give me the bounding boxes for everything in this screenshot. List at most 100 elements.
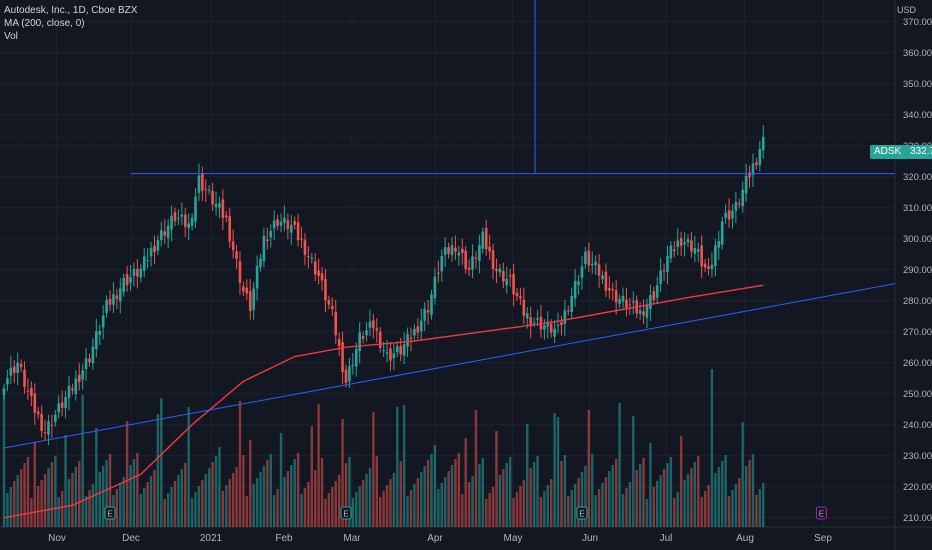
candle-body bbox=[399, 346, 403, 355]
volume-bar bbox=[406, 496, 409, 527]
ma-indicator-label[interactable]: MA (200, close, 0) bbox=[4, 18, 85, 29]
volume-bar bbox=[690, 468, 693, 527]
candle-body bbox=[307, 256, 310, 258]
candle-body bbox=[748, 172, 751, 178]
earnings-marker[interactable] bbox=[815, 506, 827, 520]
candle-body bbox=[36, 411, 40, 415]
symbol-title[interactable]: Autodesk, Inc., 1D, Cboe BZX bbox=[4, 5, 138, 16]
volume-bar bbox=[276, 489, 279, 527]
candle-body bbox=[464, 250, 467, 270]
volume-bar bbox=[98, 472, 101, 527]
volume-bar bbox=[550, 479, 553, 527]
volume-bar bbox=[536, 456, 539, 527]
candle-body bbox=[115, 295, 119, 299]
volume-bar bbox=[608, 471, 611, 527]
volume-bar bbox=[642, 458, 645, 527]
ma200-line bbox=[3, 284, 764, 519]
candle-body bbox=[573, 281, 577, 299]
candle-body bbox=[761, 137, 765, 151]
candle-body bbox=[81, 370, 84, 380]
candle-body bbox=[327, 300, 331, 305]
currency-label[interactable]: USD bbox=[896, 5, 916, 15]
candle-body bbox=[460, 248, 464, 254]
candle-body bbox=[731, 210, 734, 219]
volume-bar bbox=[320, 458, 324, 527]
volume-bar bbox=[402, 405, 406, 527]
candle-body bbox=[235, 251, 238, 259]
candle-body bbox=[484, 228, 488, 250]
volume-bar bbox=[180, 469, 184, 527]
volume-bar bbox=[242, 455, 245, 527]
candle-body bbox=[419, 320, 423, 332]
earnings-marker[interactable] bbox=[104, 506, 116, 520]
volume-bar bbox=[669, 457, 673, 527]
volume-bar bbox=[125, 421, 129, 527]
candle-body bbox=[163, 231, 167, 236]
volume-bar bbox=[300, 494, 303, 527]
candle-body bbox=[19, 363, 23, 368]
volume-bar bbox=[293, 459, 296, 527]
volume-bar bbox=[632, 416, 635, 527]
volume-bar bbox=[296, 453, 300, 527]
volume-bar bbox=[758, 489, 762, 527]
candle-body bbox=[560, 322, 563, 326]
volume-bar bbox=[727, 496, 731, 527]
volume-bar bbox=[214, 456, 218, 527]
volume-bar bbox=[139, 494, 142, 527]
volume-bar bbox=[23, 463, 26, 527]
volume-bar bbox=[84, 496, 88, 527]
candle-body bbox=[382, 350, 385, 352]
volume-bar bbox=[262, 466, 266, 527]
candle-body bbox=[228, 216, 232, 242]
earnings-marker[interactable] bbox=[576, 506, 588, 520]
candle-body bbox=[351, 365, 355, 367]
candle-body bbox=[686, 239, 690, 243]
volume-bar bbox=[611, 465, 614, 527]
volume-bar bbox=[279, 433, 283, 527]
candle-body bbox=[426, 310, 430, 313]
candle-body bbox=[625, 299, 628, 308]
volume-bar bbox=[389, 479, 392, 527]
candle-body bbox=[252, 288, 255, 310]
volume-bar bbox=[491, 487, 495, 527]
candle-body bbox=[649, 294, 652, 309]
support-trend-line[interactable] bbox=[3, 283, 896, 449]
volume-bar bbox=[197, 486, 201, 527]
candle-body bbox=[286, 220, 290, 229]
volume-bar bbox=[461, 494, 464, 527]
candle-body bbox=[238, 261, 242, 283]
candle-body bbox=[662, 270, 666, 272]
candle-body bbox=[310, 257, 314, 259]
volume-bar bbox=[149, 476, 153, 527]
earnings-marker[interactable] bbox=[340, 506, 352, 520]
volume-bar bbox=[372, 412, 375, 527]
volume-bar bbox=[119, 483, 122, 527]
candle-body bbox=[201, 173, 204, 191]
candle-body bbox=[218, 203, 221, 208]
candle-body bbox=[642, 311, 645, 316]
volume-bar bbox=[474, 410, 478, 527]
volume-indicator-label[interactable]: Vol bbox=[4, 31, 18, 42]
volume-bar bbox=[337, 475, 341, 527]
volume-bar bbox=[416, 478, 420, 527]
candle-body bbox=[378, 331, 382, 348]
volume-bar bbox=[673, 498, 676, 527]
volume-bar bbox=[399, 461, 402, 527]
volume-bar bbox=[108, 454, 112, 527]
candle-body bbox=[95, 331, 98, 350]
volume-bar bbox=[396, 407, 399, 527]
volume-bar bbox=[228, 479, 231, 527]
candle-body bbox=[508, 275, 512, 277]
volume-bar bbox=[601, 483, 604, 527]
volume-bar bbox=[317, 404, 320, 527]
candle-body bbox=[269, 230, 273, 238]
volume-bar bbox=[485, 499, 488, 527]
volume-bar bbox=[714, 473, 717, 527]
volume-bar bbox=[327, 493, 331, 527]
candle-body bbox=[570, 295, 574, 313]
volume-bar bbox=[375, 456, 378, 527]
y-tick-label: 320.00 bbox=[903, 172, 932, 183]
volume-bar bbox=[43, 474, 47, 527]
candle-body bbox=[515, 292, 519, 297]
